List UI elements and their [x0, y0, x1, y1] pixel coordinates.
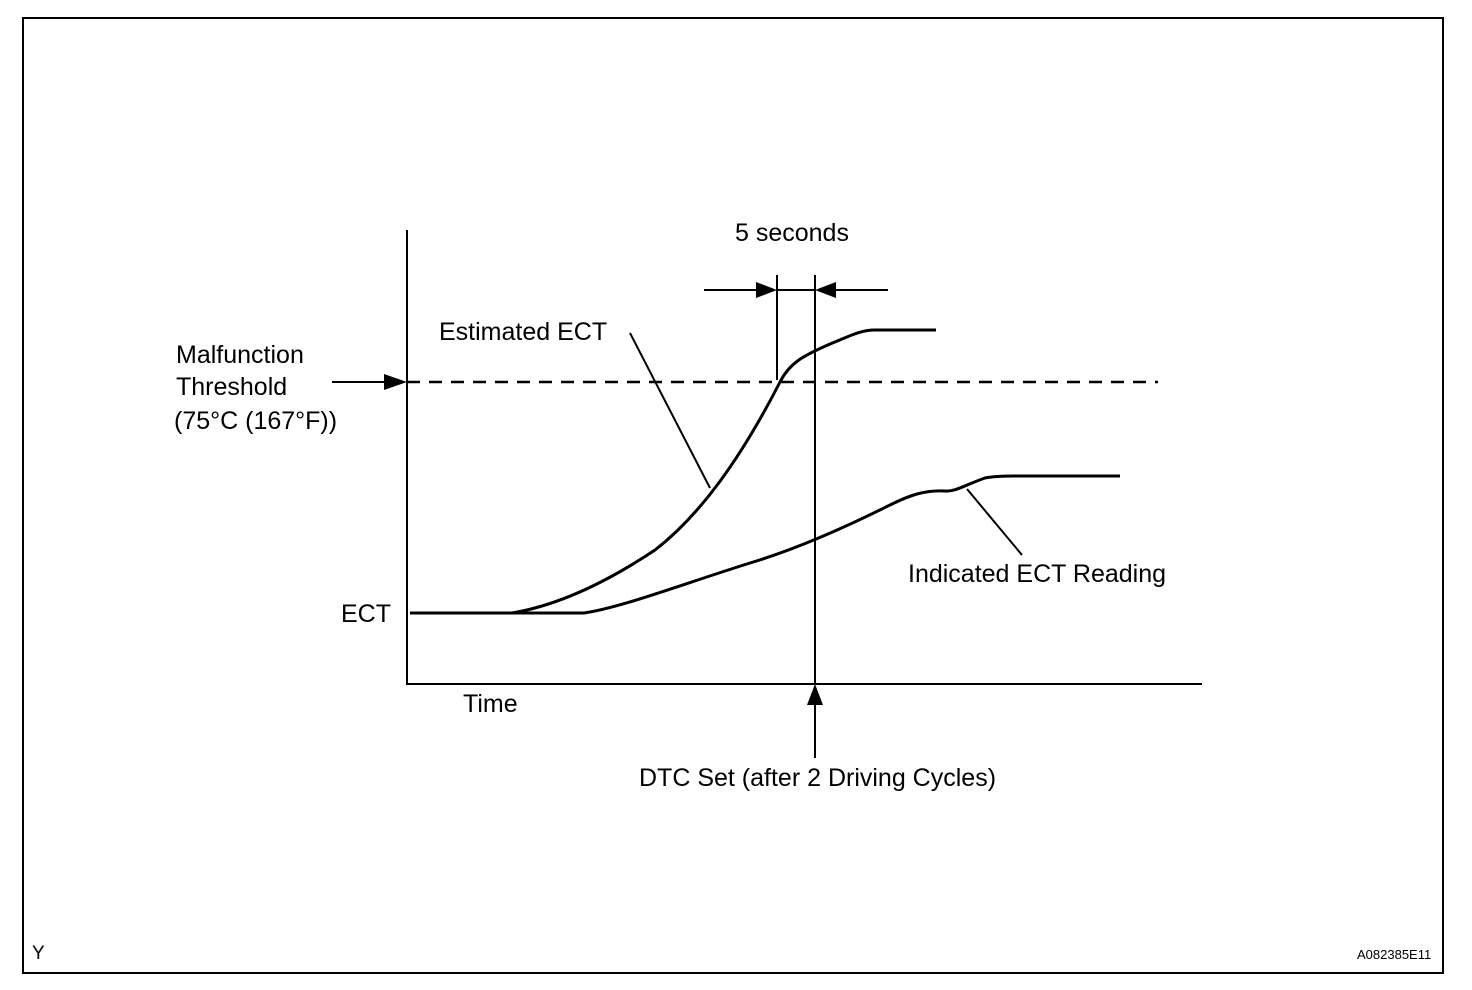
corner-left-code: Y	[32, 943, 45, 964]
threshold-label-line1: Malfunction	[176, 341, 304, 369]
diagram-frame	[22, 17, 1444, 974]
time-axis-label: Time	[463, 690, 518, 718]
interval-arrow-left	[704, 282, 777, 298]
indicated-ect-label: Indicated ECT Reading	[908, 560, 1166, 588]
estimated-ect-label: Estimated ECT	[439, 318, 607, 346]
dtc-set-label: DTC Set (after 2 Driving Cycles)	[639, 764, 996, 792]
figure-code: A082385E11	[1357, 947, 1431, 962]
threshold-arrow	[332, 374, 407, 390]
interval-label: 5 seconds	[735, 219, 849, 247]
indicated-ect-leader	[966, 488, 1023, 556]
estimated-ect-leader	[629, 332, 711, 489]
ect-axis-label: ECT	[341, 600, 391, 628]
indicated-ect-curve	[410, 474, 1120, 615]
dtc-set-arrow	[807, 684, 823, 758]
threshold-label-line3: (75°C (167°F))	[174, 407, 337, 435]
estimated-ect-curve	[410, 328, 936, 615]
threshold-label-line2: Threshold	[176, 373, 287, 401]
interval-arrow-right	[815, 282, 888, 298]
